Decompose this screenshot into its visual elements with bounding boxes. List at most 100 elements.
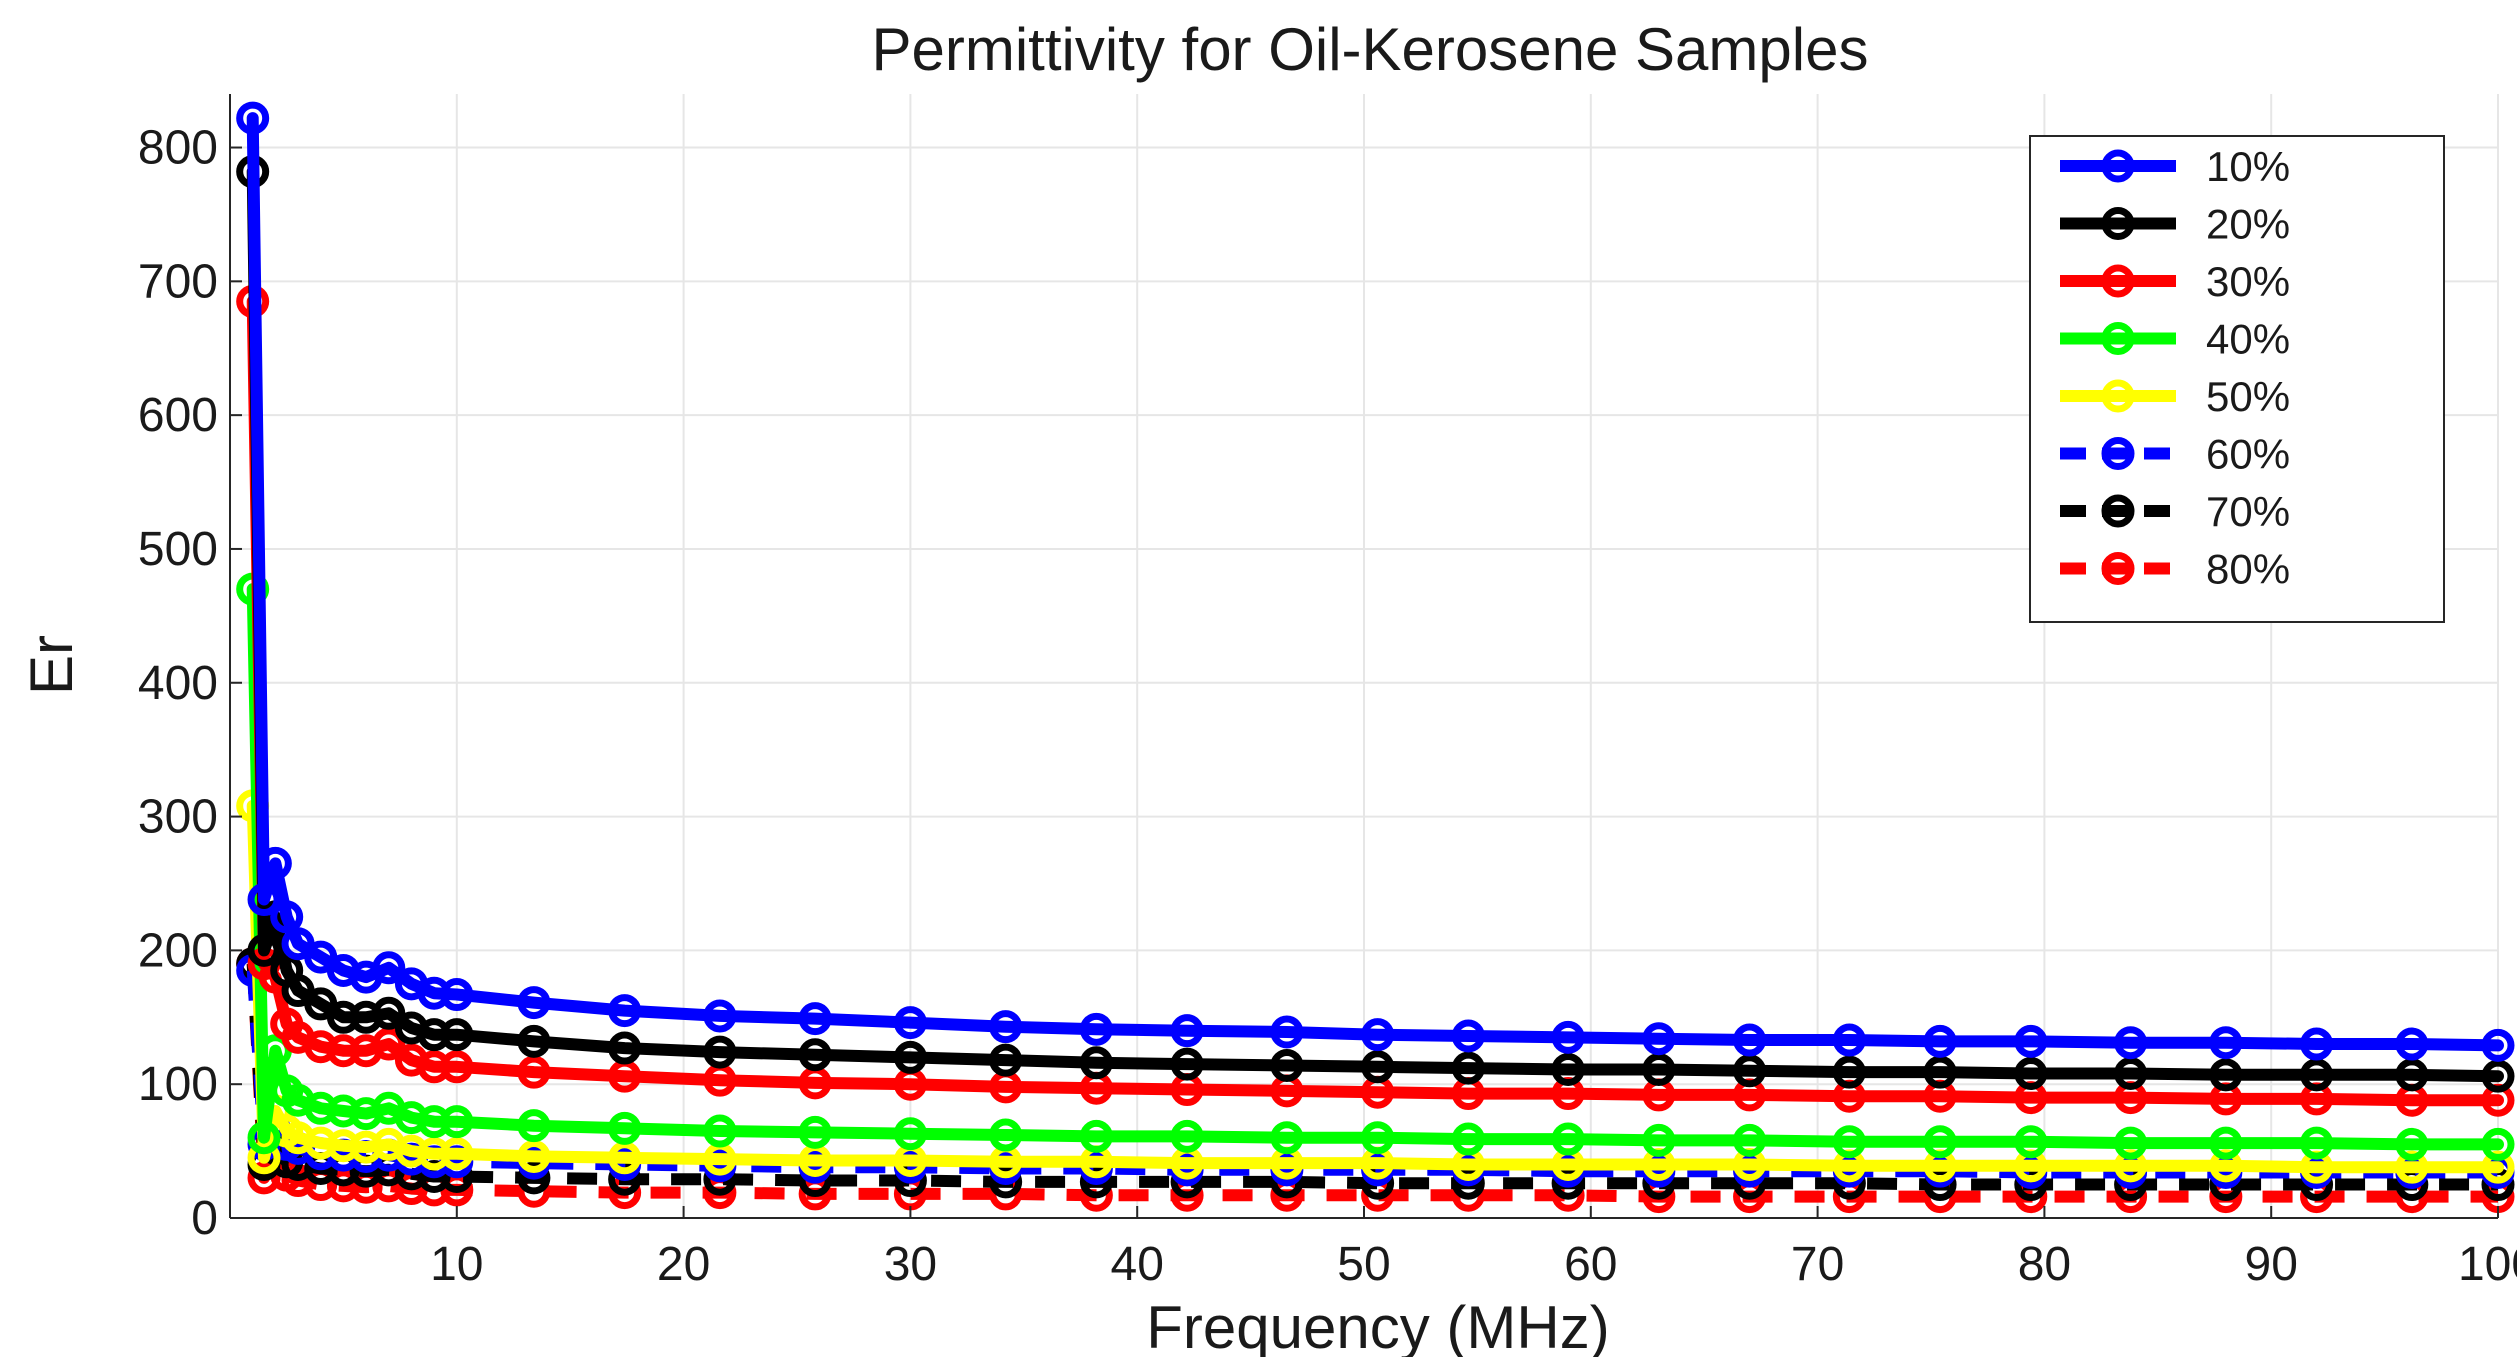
data-point: [703, 1035, 737, 1069]
y-axis-title: Er: [18, 635, 85, 695]
legend-label: 40%: [2206, 316, 2290, 363]
data-point: [281, 974, 315, 1008]
data-point: [440, 978, 474, 1012]
data-point: [703, 999, 737, 1033]
data-point: [1170, 1119, 1204, 1153]
legend-entry: 60%: [2060, 431, 2290, 478]
data-point: [247, 933, 281, 967]
legend-label: 50%: [2206, 373, 2290, 420]
data-point: [893, 1040, 927, 1074]
data-point: [517, 986, 551, 1020]
series-group: [236, 101, 2515, 1214]
legend-marker: [2101, 207, 2135, 240]
data-point: [1832, 1023, 1866, 1057]
data-point: [2114, 1126, 2148, 1160]
data-point: [1642, 1052, 1676, 1086]
series-20pct: [236, 155, 2515, 1093]
data-point: [304, 940, 338, 974]
y-tick-label: 700: [138, 255, 218, 308]
data-point: [517, 1024, 551, 1058]
data-point: [1923, 1024, 1957, 1058]
legend-marker: [2101, 552, 2135, 585]
data-point: [608, 994, 642, 1028]
series-40pct: [236, 572, 2515, 1161]
x-tick-label: 100: [2458, 1238, 2517, 1291]
x-tick-label: 50: [1337, 1238, 1390, 1291]
data-point: [1923, 1125, 1957, 1159]
data-point: [258, 1034, 292, 1068]
data-point: [258, 846, 292, 880]
data-point: [2481, 1059, 2515, 1093]
data-point: [1079, 1046, 1113, 1080]
data-point: [2209, 1026, 2243, 1060]
legend-marker: [2101, 264, 2135, 298]
data-point: [1451, 1051, 1485, 1085]
data-point: [703, 1114, 737, 1148]
data-point: [1832, 1125, 1866, 1159]
data-point: [1361, 1018, 1395, 1052]
data-point: [893, 1006, 927, 1040]
x-tick-label: 40: [1111, 1238, 1164, 1291]
data-point: [798, 1002, 832, 1036]
legend-entry: 50%: [2060, 373, 2290, 420]
legend-label: 60%: [2206, 431, 2290, 478]
x-axis-title: Frequency (MHz): [1146, 1294, 1609, 1357]
data-point: [798, 1038, 832, 1072]
data-point: [281, 927, 315, 961]
data-point: [989, 1010, 1023, 1044]
legend-label: 80%: [2206, 546, 2290, 593]
data-point: [517, 1109, 551, 1143]
legend-marker: [2101, 437, 2135, 470]
data-point: [1361, 1121, 1395, 1155]
data-point: [1270, 1121, 1304, 1155]
y-tick-label: 500: [138, 523, 218, 576]
data-point: [989, 1118, 1023, 1152]
data-point: [1733, 1123, 1767, 1157]
data-point: [1451, 1122, 1485, 1156]
y-tick-label: 600: [138, 389, 218, 442]
legend-entry: 40%: [2060, 316, 2290, 363]
chart-title: Permittivity for Oil-Kerosene Samples: [872, 16, 1869, 83]
data-point: [2481, 1028, 2515, 1062]
data-point: [1551, 1122, 1585, 1156]
series-10pct: [236, 101, 2515, 1062]
y-tick-label: 300: [138, 791, 218, 844]
data-point: [247, 1141, 281, 1175]
data-point: [1079, 1119, 1113, 1153]
legend-entry: 10%: [2060, 143, 2290, 190]
data-point: [1451, 1019, 1485, 1053]
x-tick-label: 90: [2245, 1238, 2298, 1291]
data-point: [1642, 1123, 1676, 1157]
data-point: [1079, 1012, 1113, 1046]
data-point: [2114, 1026, 2148, 1060]
data-point: [440, 1050, 474, 1084]
data-point: [2014, 1024, 2048, 1058]
legend-entry: 80%: [2060, 546, 2290, 593]
data-point: [517, 1139, 551, 1173]
axes: [229, 94, 2499, 1219]
x-tick-label: 30: [884, 1238, 937, 1291]
x-tick-label: 80: [2018, 1238, 2071, 1291]
legend: 10% 20% 30% 40% 50% 60% 70% 80%: [2029, 135, 2445, 623]
data-point: [2014, 1056, 2048, 1090]
data-point: [1733, 1054, 1767, 1088]
data-point: [517, 1161, 551, 1195]
legend-label: 20%: [2206, 201, 2290, 248]
data-point: [2300, 1027, 2334, 1061]
legend-label: 30%: [2206, 258, 2290, 305]
x-tick-label: 20: [657, 1238, 710, 1291]
y-tick-label: 0: [191, 1192, 218, 1245]
legend-marker: [2101, 379, 2135, 413]
data-point: [2395, 1127, 2429, 1161]
data-point: [989, 1165, 1023, 1199]
legend-entry: 70%: [2060, 488, 2290, 535]
data-point: [372, 951, 406, 985]
y-tick-label: 800: [138, 122, 218, 175]
legend-label: 10%: [2206, 143, 2290, 190]
data-point: [440, 1105, 474, 1139]
data-point: [1170, 1047, 1204, 1081]
data-point: [1270, 1015, 1304, 1049]
data-point: [247, 1121, 281, 1155]
